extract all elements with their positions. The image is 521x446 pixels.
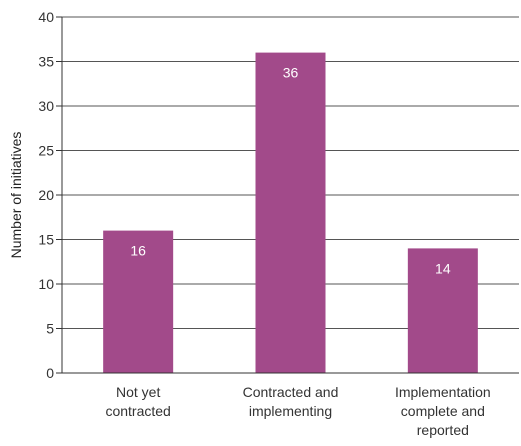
y-tick-labels: 0 5 10 15 20 25 30 35 40	[38, 9, 54, 381]
bar	[255, 52, 326, 373]
category-label: Contracted and implementing	[243, 384, 339, 419]
y-tick-label: 10	[38, 276, 54, 292]
data-label: 14	[435, 260, 451, 276]
data-label: 16	[130, 243, 146, 259]
bars	[103, 52, 478, 373]
y-axis-title: Number of initiatives	[8, 132, 24, 259]
data-label: 36	[283, 65, 299, 81]
data-labels: 16 36 14	[130, 65, 450, 277]
bar	[103, 230, 174, 373]
y-tick-label: 15	[38, 232, 54, 248]
category-label: Implementation complete and reported	[395, 384, 491, 438]
y-tick-label: 0	[46, 365, 54, 381]
category-label: Not yet contracted	[105, 384, 170, 419]
y-tick-label: 30	[38, 98, 54, 114]
category-labels: Not yet contracted Contracted and implement…	[105, 384, 490, 438]
y-tick-label: 20	[38, 187, 54, 203]
y-tick-label: 40	[38, 9, 54, 25]
y-tick-label: 35	[38, 54, 54, 70]
y-tick-label: 5	[46, 321, 54, 337]
y-tick-label: 25	[38, 143, 54, 159]
bar	[407, 248, 478, 373]
